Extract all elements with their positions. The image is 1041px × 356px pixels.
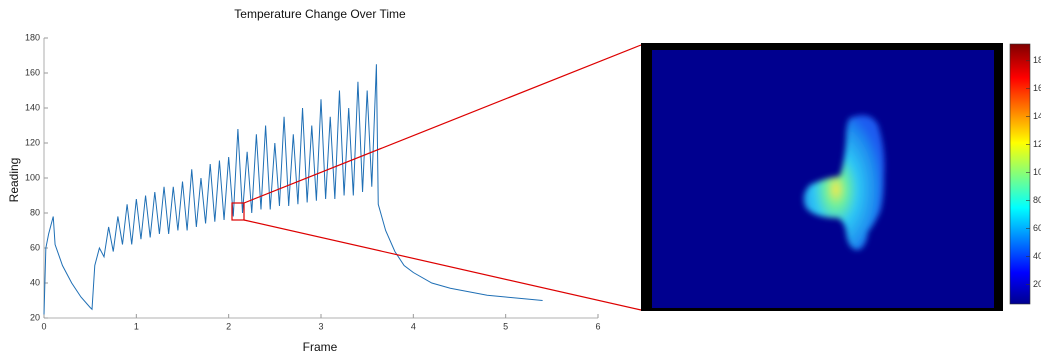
colorbar-tick-label: 100 <box>1033 167 1041 177</box>
colorbar-tick-label: 80 <box>1033 195 1041 205</box>
plot-area: 20 40 60 80 100 120 140 160 180 0 1 2 3 4 5 6 <box>25 32 601 331</box>
y-axis-label: Reading <box>7 158 21 203</box>
y-tick-label: 160 <box>25 67 40 77</box>
heatmap-field <box>652 50 994 308</box>
chart: Temperature Change Over Time Frame Readi… <box>0 0 1041 356</box>
y-tick-label: 180 <box>25 32 40 42</box>
y-tick-label: 100 <box>25 172 40 182</box>
chart-title: Temperature Change Over Time <box>234 7 406 21</box>
y-tick-label: 80 <box>30 207 40 217</box>
x-tick-label: 3 <box>318 321 323 331</box>
x-tick-label: 6 <box>595 321 600 331</box>
y-tick-label: 60 <box>30 242 40 252</box>
y-tick-label: 40 <box>30 277 40 287</box>
x-axis-label: Frame <box>303 340 338 354</box>
colorbar-tick-label: 120 <box>1033 139 1041 149</box>
x-tick-label: 2 <box>226 321 231 331</box>
colorbar-tick-label: 140 <box>1033 111 1041 121</box>
x-tick-label: 4 <box>411 321 416 331</box>
heatmap <box>641 43 1003 311</box>
y-tick-label: 140 <box>25 102 40 112</box>
colorbar-tick-label: 60 <box>1033 223 1041 233</box>
colorbar <box>1010 44 1030 304</box>
y-tick-label: 20 <box>30 312 40 322</box>
colorbar-tick-label: 180 <box>1033 55 1041 65</box>
x-tick-label: 5 <box>503 321 508 331</box>
colorbar-tick-label: 160 <box>1033 83 1041 93</box>
zoom-connector <box>244 220 641 310</box>
data-line <box>44 64 543 314</box>
colorbar-tick-label: 20 <box>1033 279 1041 289</box>
y-tick-label: 120 <box>25 137 40 147</box>
colorbar-tick-label: 40 <box>1033 251 1041 261</box>
x-tick-label: 1 <box>134 321 139 331</box>
x-tick-label: 0 <box>41 321 46 331</box>
